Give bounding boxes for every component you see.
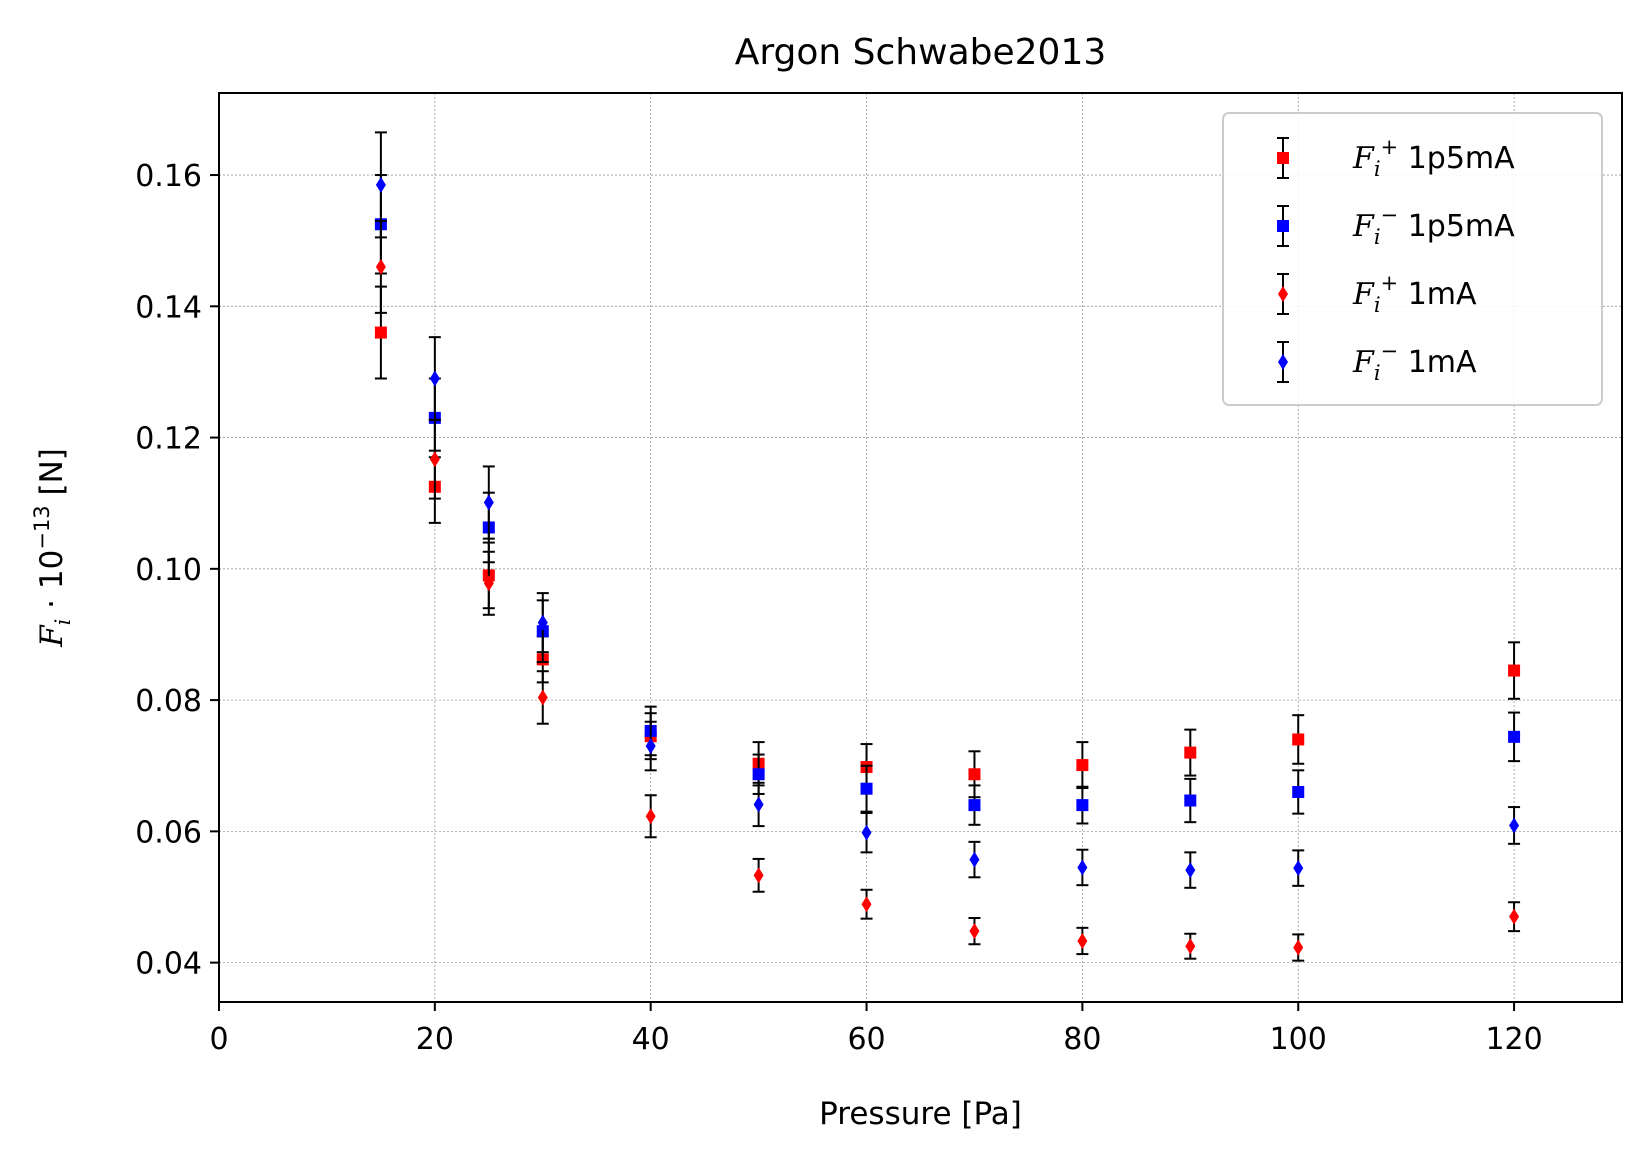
- legend-marker: [1277, 152, 1289, 164]
- data-point: [483, 575, 494, 592]
- legend-label: Fi+ 1mA: [1352, 271, 1477, 317]
- data-point: [753, 796, 764, 813]
- data-point: [645, 808, 656, 825]
- data-point: [1185, 938, 1196, 955]
- data-point: [429, 370, 440, 387]
- data-point: [861, 824, 872, 841]
- y-axis-label: Fi · 10−13 [N]: [30, 448, 75, 648]
- data-point: [1076, 759, 1089, 772]
- data-point: [537, 614, 548, 631]
- legend-label: Fi− 1mA: [1352, 339, 1477, 385]
- data-point: [1508, 664, 1521, 677]
- y-axis-label-unit: [N]: [34, 448, 70, 505]
- x-axis-label: Pressure [Pa]: [819, 1096, 1022, 1132]
- y-tick-label: 0.14: [135, 290, 202, 325]
- data-point: [968, 799, 981, 812]
- data-point: [1184, 794, 1197, 807]
- data-point: [1292, 785, 1305, 798]
- x-tick-label: 40: [632, 1022, 670, 1057]
- legend-frame: [1222, 112, 1603, 406]
- legend-marker: [1277, 220, 1289, 232]
- data-point: [1077, 932, 1088, 949]
- data-point: [375, 258, 386, 275]
- y-tick-label: 0.06: [135, 815, 202, 850]
- axis-ticks: 0 20 40 60 80 100 120 0.04 0.06 0.08 0.10 0.12 0.14 0…: [135, 159, 1543, 1057]
- data-point: [968, 768, 981, 781]
- data-point: [429, 451, 440, 468]
- y-axis-label-symbol: F: [34, 624, 70, 648]
- legend: Fi+ 1p5mA Fi− 1p5mA Fi+ 1mA Fi− 1mA: [1222, 112, 1603, 406]
- data-point: [1077, 859, 1088, 876]
- y-tick-label: 0.10: [135, 553, 202, 588]
- y-tick-label: 0.12: [135, 422, 202, 457]
- y-axis-label-exponent: −13: [30, 505, 54, 549]
- data-point: [969, 923, 980, 940]
- data-point: [969, 851, 980, 868]
- data-point: [861, 896, 872, 913]
- data-points: [374, 131, 1521, 962]
- x-tick-label: 100: [1270, 1022, 1327, 1057]
- series-f-i-1ma: [374, 131, 1521, 889]
- series-f-i-1ma: [374, 219, 1521, 962]
- data-point: [1293, 939, 1304, 956]
- y-tick-label: 0.08: [135, 684, 202, 719]
- data-point: [753, 867, 764, 884]
- data-point: [1076, 799, 1089, 812]
- data-point: [1509, 908, 1520, 925]
- legend-item: Fi+ 1mA: [1277, 271, 1477, 317]
- data-point: [1509, 817, 1520, 834]
- legend-label: Fi− 1p5mA: [1352, 203, 1515, 249]
- legend-item: Fi+ 1p5mA: [1277, 135, 1515, 181]
- y-tick-label: 0.16: [135, 159, 202, 194]
- legend-item: Fi− 1p5mA: [1277, 203, 1515, 249]
- x-tick-label: 120: [1485, 1022, 1542, 1057]
- x-tick-label: 0: [209, 1022, 228, 1057]
- data-point: [1508, 730, 1521, 743]
- y-axis-label-subscript: i: [51, 619, 75, 626]
- legend-label: Fi+ 1p5mA: [1352, 135, 1515, 181]
- chart-title: Argon Schwabe2013: [735, 32, 1107, 73]
- x-tick-label: 20: [416, 1022, 454, 1057]
- y-tick-label: 0.04: [135, 947, 202, 982]
- plot-frame: [218, 92, 1623, 1003]
- legend-marker: [1278, 286, 1288, 302]
- data-point: [374, 326, 387, 339]
- x-tick-label: 60: [847, 1022, 885, 1057]
- data-point: [537, 689, 548, 706]
- data-point: [1184, 746, 1197, 759]
- data-point: [752, 768, 765, 781]
- data-point: [1292, 733, 1305, 746]
- data-point: [483, 494, 494, 511]
- data-point: [1185, 862, 1196, 879]
- y-axis-label-factor: · 10: [34, 550, 70, 619]
- legend-item: Fi− 1mA: [1277, 339, 1477, 385]
- legend-marker: [1278, 354, 1288, 370]
- data-point: [375, 176, 386, 193]
- data-point: [645, 738, 656, 755]
- data-point: [1293, 860, 1304, 877]
- x-tick-label: 80: [1063, 1022, 1101, 1057]
- data-point: [860, 782, 873, 795]
